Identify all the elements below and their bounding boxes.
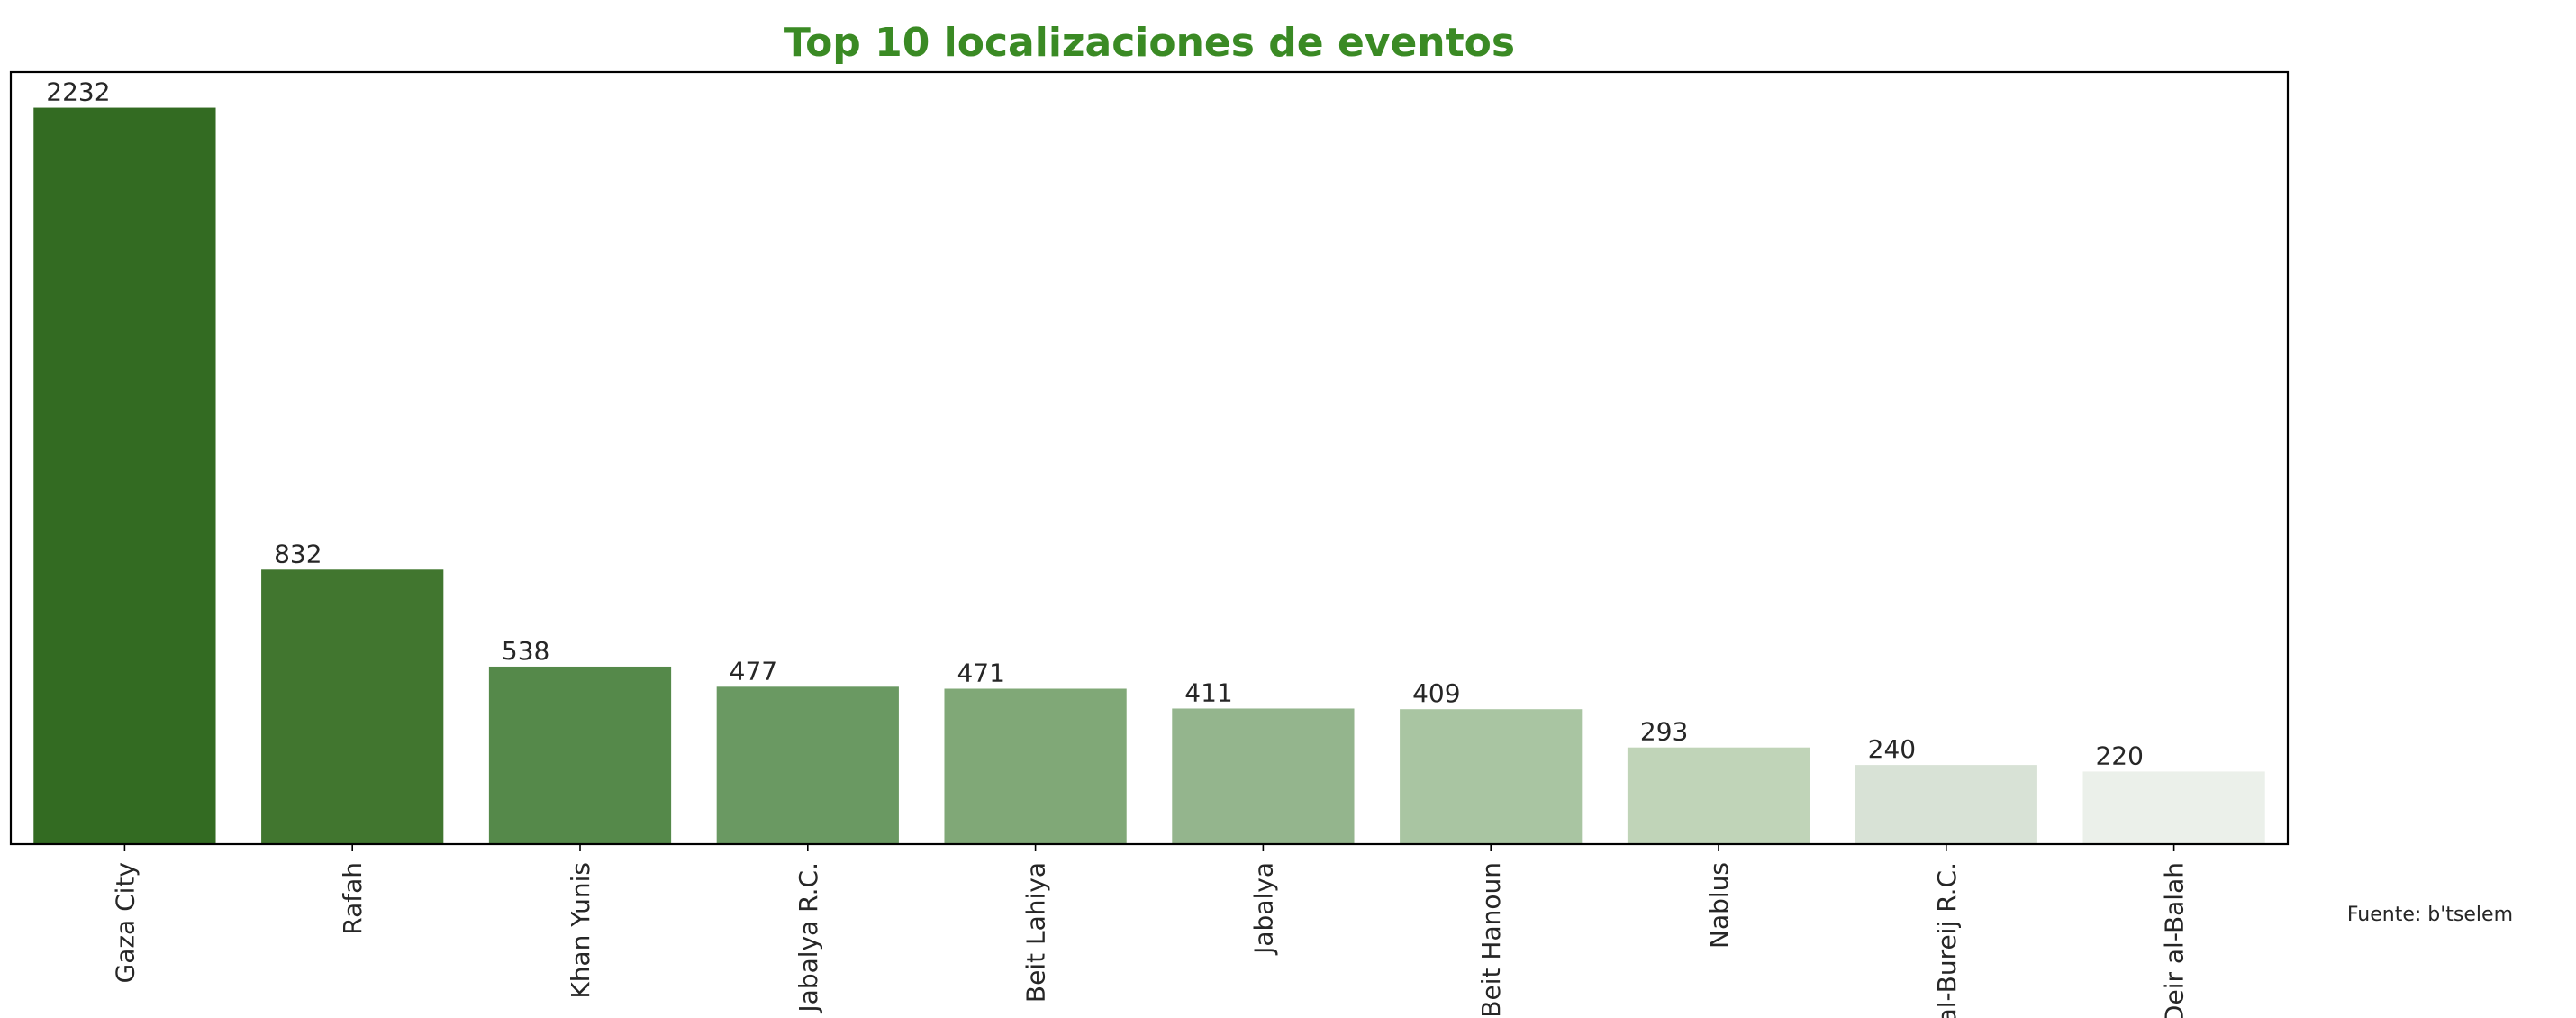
axes-frame xyxy=(9,70,2290,846)
bar-value-label: 471 xyxy=(957,659,1004,688)
bar-beit-lahiya xyxy=(944,688,1127,844)
x-tick-label: Gaza City xyxy=(110,862,140,984)
x-tick-label: Rafah xyxy=(338,862,367,935)
x-tick-label: Nablus xyxy=(1704,862,1734,949)
bar-gaza-city xyxy=(33,107,216,845)
x-tick-label: Khan Yunis xyxy=(566,862,595,999)
bar-jabalya-r-c- xyxy=(716,686,899,844)
value-labels-group: 2232 832 538 477 471 411 409 293 240 220 xyxy=(46,77,2144,771)
x-tick-label: Beit Hanoun xyxy=(1476,862,1506,1018)
x-tick-label: Jabalya xyxy=(1248,862,1278,956)
bar-value-label: 409 xyxy=(1412,678,1460,708)
bar-value-label: 240 xyxy=(1868,734,1916,764)
bar-value-label: 2232 xyxy=(46,77,110,107)
bars-group xyxy=(33,107,2265,845)
bar-value-label: 477 xyxy=(730,656,777,686)
bar-jabalya xyxy=(1172,708,1355,844)
x-tick-label: Beit Lahiya xyxy=(1021,862,1051,1003)
bar-nablus xyxy=(1627,747,1810,844)
bar-beit-hanoun xyxy=(1400,709,1583,844)
bar-value-label: 832 xyxy=(274,539,322,568)
x-tick-labels: Gaza City Rafah Khan Yunis Jabalya R.C. Beit… xyxy=(110,844,2190,1018)
bar-value-label: 293 xyxy=(1640,717,1688,747)
bar-rafah xyxy=(261,569,444,844)
bar-value-label: 220 xyxy=(2095,741,2143,770)
bar-khan-yunis xyxy=(488,666,672,844)
x-tick-label: Jabalya R.C. xyxy=(794,862,823,1014)
chart-title: Top 10 localizaciones de eventos xyxy=(784,20,1515,66)
bar-al-bureij-r-c- xyxy=(1855,765,2037,844)
x-tick-label: Deir al-Balah xyxy=(2160,862,2190,1018)
source-note: Fuente: b'tselem xyxy=(2347,904,2513,926)
x-tick-label: al-Bureij R.C. xyxy=(1932,862,1962,1018)
bar-value-label: 411 xyxy=(1184,677,1232,707)
bar-deir-al-balah xyxy=(2082,771,2265,844)
bar-value-label: 538 xyxy=(502,636,549,666)
